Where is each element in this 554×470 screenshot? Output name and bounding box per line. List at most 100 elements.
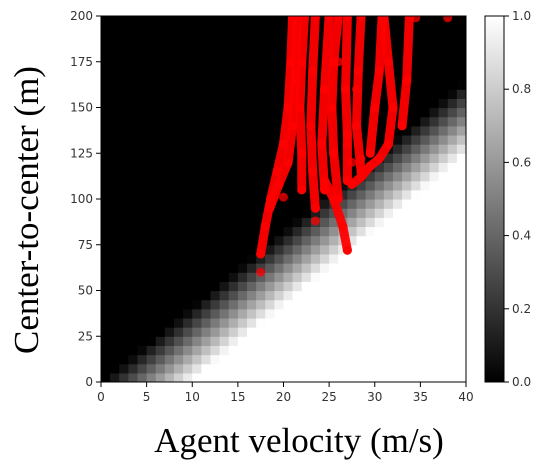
trajectory-line [341,16,352,186]
heatmap-cell [146,363,157,374]
heatmap-cell [228,98,239,109]
heatmap-cell [347,34,358,45]
heatmap-cell [155,308,166,319]
heatmap-cell [201,235,212,246]
heatmap-cell [438,263,449,273]
heatmap-cell [183,345,193,356]
y-tick-label: 75 [78,238,93,252]
heatmap-cell [164,107,175,118]
heatmap-cell [119,235,129,246]
heatmap-cell [228,253,239,264]
heatmap-cell [438,336,449,346]
heatmap-cell [146,299,157,310]
heatmap-cell [201,25,212,35]
heatmap-cell [137,217,148,228]
heatmap-cell [164,34,175,45]
heatmap-cell [174,16,184,26]
heatmap-cell [283,363,294,374]
heatmap-cell [274,134,285,145]
heatmap-cell [310,226,321,237]
heatmap-cell [420,134,431,145]
heatmap-cell [456,199,466,209]
heatmap-cell [374,116,385,127]
heatmap-cell [347,235,358,246]
heatmap-cell [329,363,339,374]
heatmap-cell [438,290,449,301]
heatmap-cell [210,290,221,301]
heatmap-cell [320,363,330,374]
heatmap-cell [210,372,221,382]
heatmap-cell [301,180,312,191]
heatmap-cell [320,235,330,246]
heatmap-cell [237,217,248,228]
heatmap-cell [101,290,111,301]
heatmap-cell [447,299,458,310]
heatmap-cell [365,244,376,255]
heatmap-cell [411,217,421,228]
heatmap-cell [256,327,266,337]
heatmap-cell [101,317,111,328]
heatmap-cell [183,208,193,218]
heatmap-cell [210,98,221,109]
heatmap-cell [356,180,367,191]
heatmap-cell [447,336,458,346]
heatmap-cell [247,180,257,191]
heatmap-cell [447,52,458,63]
heatmap-cell [228,180,239,191]
heatmap-cell [301,244,312,255]
heatmap-cell [393,263,403,273]
heatmap-cell [247,235,257,246]
heatmap-cell [128,208,139,218]
heatmap-cell [128,43,139,54]
heatmap-cell [356,208,367,218]
heatmap-cell [128,134,139,145]
heatmap-cell [374,244,385,255]
heatmap-cell [146,281,157,292]
heatmap-cell [356,189,367,200]
scatter-point [279,192,288,202]
heatmap-cell [228,272,239,282]
trajectory-point [377,16,387,21]
heatmap-cell [438,317,449,328]
heatmap-cell [183,61,193,72]
heatmap-cell [247,199,257,209]
heatmap-cell [210,125,221,136]
heatmap-cell [146,180,157,191]
heatmap-cell [338,327,348,337]
heatmap-cell [420,308,431,319]
heatmap-cell [237,144,248,154]
heatmap-cell [274,61,285,72]
heatmap-cell [101,253,111,264]
heatmap-cell [183,34,193,45]
heatmap-cell [210,244,221,255]
heatmap-cell [128,162,139,173]
heatmap-cell [146,189,157,200]
heatmap-cell [283,180,294,191]
heatmap-cell [347,244,358,255]
heatmap-cell [110,199,120,209]
heatmap-cell [329,345,339,356]
heatmap-cell [456,263,466,273]
heatmap-cell [183,354,193,365]
heatmap-cell [247,354,257,365]
heatmap-cell [411,70,421,81]
heatmap-cell [347,162,358,173]
heatmap-cell [247,80,257,90]
heatmap-cell [192,98,202,109]
heatmap-cell [456,80,466,90]
heatmap-cell [228,235,239,246]
heatmap-cell [411,25,421,35]
heatmap-cell [110,61,120,72]
heatmap-cell [146,162,157,173]
heatmap-cell [137,180,148,191]
heatmap-cell [128,125,139,136]
heatmap-cell [265,235,275,246]
heatmap-cell [164,52,175,63]
heatmap-cell [237,345,248,356]
heatmap-cell [356,363,367,374]
heatmap-cell [411,125,421,136]
heatmap-cell [101,107,111,118]
heatmap-cell [374,336,385,346]
heatmap-cell [420,34,431,45]
heatmap-cell [447,180,458,191]
